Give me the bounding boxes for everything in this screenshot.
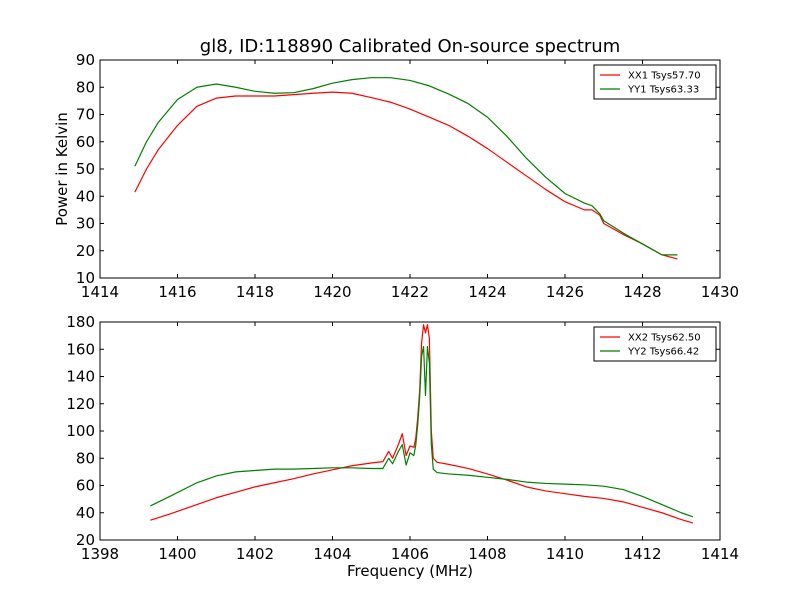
chart-2-y-tick-label: 100 xyxy=(66,422,95,440)
chart-1-x-tick-label: 1414 xyxy=(81,283,119,301)
chart-2-x-tick-label: 1414 xyxy=(701,545,739,563)
chart-1-y-tick-label: 60 xyxy=(76,133,95,151)
chart-1-y-tick-label: 30 xyxy=(76,215,95,233)
chart-2-x-tick-label: 1398 xyxy=(81,545,119,563)
chart-1-x-tick-label: 1422 xyxy=(391,283,429,301)
chart-2-legend-box xyxy=(593,326,717,362)
chart-2-x-tick-label: 1406 xyxy=(391,545,429,563)
chart-1-title: gl8, ID:118890 Calibrated On-source spec… xyxy=(200,36,620,57)
chart-2-x-tick-label: 1408 xyxy=(468,545,506,563)
chart-2-legend: XX2 Tsys62.50 YY2 Tsys66.42 xyxy=(593,326,717,362)
chart-1-x-tick-label: 1420 xyxy=(313,283,351,301)
chart-2-series-line-2 xyxy=(150,345,694,518)
chart-2-y-tick-label: 120 xyxy=(66,395,95,413)
chart-1-series-line-2 xyxy=(134,77,678,256)
chart-1-legend: XX1 Tsys57.70 YY1 Tsys63.33 xyxy=(593,64,717,100)
chart-2-y-tick-label: 60 xyxy=(76,477,95,495)
chart-1-y-tick-label: 90 xyxy=(76,51,95,69)
chart-2-x-axis-label: Frequency (MHz) xyxy=(347,562,473,580)
chart-2-y-tick-label: 40 xyxy=(76,504,95,522)
chart-1-x-tick-label: 1418 xyxy=(236,283,274,301)
chart-1-y-tick-label: 10 xyxy=(76,269,95,287)
chart-2-x-tick-label: 1404 xyxy=(313,545,351,563)
chart-1-x-tick-label: 1424 xyxy=(468,283,506,301)
chart-1-legend-box xyxy=(593,64,717,100)
chart-1-y-tick-label: 40 xyxy=(76,187,95,205)
chart-2-legend-label: XX2 Tsys62.50 xyxy=(628,333,701,344)
chart-1-panel: 1414 1416 1418 1420 1422 1424 1426 1428 1430 10 20… xyxy=(53,36,739,301)
chart-2-legend-label: YY2 Tsys66.42 xyxy=(627,347,699,358)
chart-1-x-tick-label: 1416 xyxy=(158,283,196,301)
chart-2-y-tick-label: 160 xyxy=(66,340,95,358)
chart-1-y-tick-label: 80 xyxy=(76,78,95,96)
chart-1-legend-label: XX1 Tsys57.70 xyxy=(628,71,701,82)
chart-1-legend-label: YY1 Tsys63.33 xyxy=(627,85,699,96)
chart-1-y-tick-label: 20 xyxy=(76,242,95,260)
chart-1-y-axis-label: Power in Kelvin xyxy=(53,112,71,226)
chart-1-series-line-1 xyxy=(134,91,678,260)
chart-2-panel: 1398 1400 1402 1404 1406 1408 1410 1412 1414 20 40… xyxy=(66,313,739,580)
chart-2-x-tick-label: 1400 xyxy=(158,545,196,563)
chart-2-x-tick-label: 1410 xyxy=(546,545,584,563)
chart-1-x-tick-label: 1426 xyxy=(546,283,584,301)
chart-1-x-tick-label: 1428 xyxy=(623,283,661,301)
chart-2-y-tick-label: 180 xyxy=(66,313,95,331)
chart-1-y-tick-label: 50 xyxy=(76,160,95,178)
chart-2-x-tick-label: 1402 xyxy=(236,545,274,563)
chart-2-y-tick-label: 20 xyxy=(76,531,95,549)
chart-2-x-tick-label: 1412 xyxy=(623,545,661,563)
chart-2-y-tick-label: 80 xyxy=(76,449,95,467)
chart-1-y-tick-label: 70 xyxy=(76,106,95,124)
chart-1-x-tick-label: 1430 xyxy=(701,283,739,301)
chart-2-y-tick-label: 140 xyxy=(66,368,95,386)
